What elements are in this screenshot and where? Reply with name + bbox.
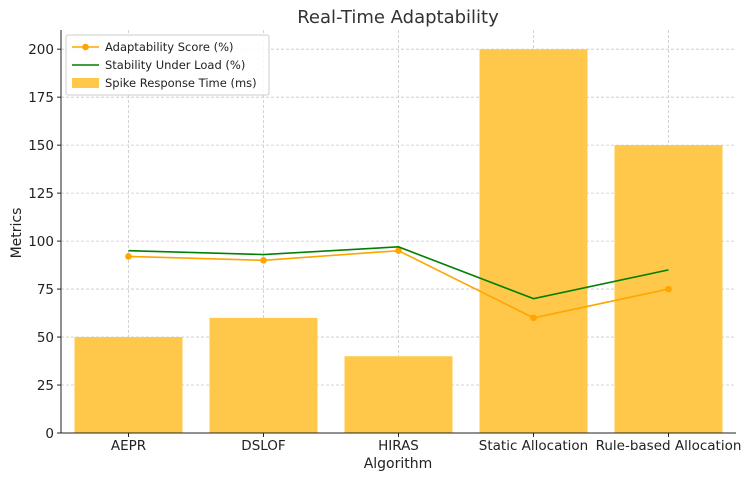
legend-label: Stability Under Load (%) bbox=[105, 58, 245, 72]
data-point bbox=[260, 256, 267, 264]
x-axis-ticks: AEPR DSLOF HIRAS Static Allocation Rule-base… bbox=[111, 433, 742, 454]
bar bbox=[209, 317, 318, 433]
data-point bbox=[125, 253, 132, 260]
y-axis-ticks: 0 25 50 75 100 125 150 175 200 bbox=[28, 42, 61, 442]
data-point bbox=[530, 314, 537, 322]
y-tick-label: 125 bbox=[28, 186, 54, 202]
legend: Adaptability Score (%) Stability Under Lo… bbox=[65, 34, 270, 96]
data-point bbox=[395, 247, 402, 254]
series-line-1 bbox=[128, 246, 669, 300]
legend-box bbox=[65, 34, 270, 96]
x-tick-label: DSLOF bbox=[241, 438, 285, 454]
y-tick-label: 200 bbox=[28, 42, 54, 58]
y-tick-label: 25 bbox=[37, 378, 54, 394]
legend-marker bbox=[82, 43, 89, 51]
x-tick-label: Static Allocation bbox=[479, 438, 588, 454]
bar bbox=[344, 356, 453, 433]
x-tick-label: HIRAS bbox=[378, 438, 419, 454]
y-tick-label: 100 bbox=[28, 234, 54, 250]
y-tick-label: 50 bbox=[37, 330, 54, 346]
x-tick-label: Rule-based Allocation bbox=[596, 438, 742, 454]
legend-label: Spike Response Time (ms) bbox=[105, 76, 257, 90]
legend-label: Adaptability Score (%) bbox=[105, 40, 234, 54]
y-axis-label: Metrics bbox=[9, 208, 25, 259]
y-tick-label: 175 bbox=[28, 90, 54, 106]
chart-title: Real-Time Adaptability bbox=[297, 7, 499, 28]
bar-series bbox=[74, 49, 723, 433]
y-tick-label: 75 bbox=[37, 282, 54, 298]
x-tick-label: AEPR bbox=[111, 438, 146, 454]
y-tick-label: 150 bbox=[28, 138, 54, 154]
bar bbox=[74, 337, 183, 433]
line-series bbox=[125, 246, 672, 322]
x-axis-label: Algorithm bbox=[364, 456, 433, 472]
bar bbox=[479, 49, 588, 433]
legend-swatch bbox=[72, 78, 99, 88]
data-point bbox=[665, 285, 672, 293]
y-tick-label: 0 bbox=[45, 426, 54, 442]
